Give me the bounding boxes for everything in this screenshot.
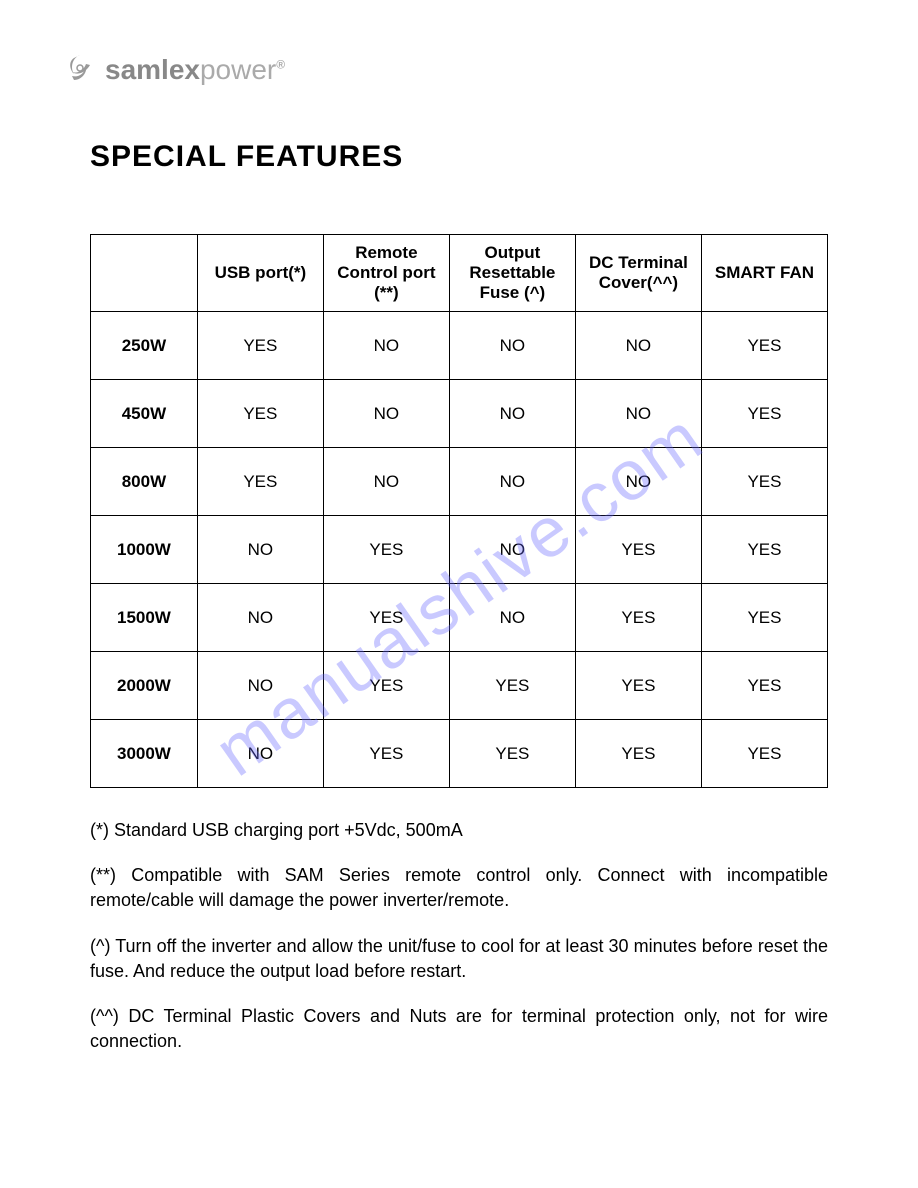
table-header-empty <box>91 235 198 312</box>
table-row-model: 250W <box>91 312 198 380</box>
table-cell: YES <box>323 652 449 720</box>
table-cell: NO <box>197 720 323 788</box>
footnote-usb: (*) Standard USB charging port +5Vdc, 50… <box>90 818 828 843</box>
table-row-model: 450W <box>91 380 198 448</box>
table-cell: NO <box>449 516 575 584</box>
table-cell: NO <box>323 312 449 380</box>
table-cell: YES <box>701 448 827 516</box>
table-cell: YES <box>575 720 701 788</box>
table-cell: NO <box>197 516 323 584</box>
table-cell: NO <box>575 380 701 448</box>
table-row-model: 1500W <box>91 584 198 652</box>
table-cell: YES <box>197 380 323 448</box>
features-table: USB port(*) Remote Control port (**) Out… <box>90 234 828 788</box>
table-row: 3000WNOYESYESYESYES <box>91 720 828 788</box>
table-cell: YES <box>449 720 575 788</box>
table-cell: NO <box>449 448 575 516</box>
table-row: 2000WNOYESYESYESYES <box>91 652 828 720</box>
table-cell: NO <box>197 584 323 652</box>
table-cell: YES <box>323 516 449 584</box>
table-row: 800WYESNONONOYES <box>91 448 828 516</box>
table-cell: YES <box>575 584 701 652</box>
table-cell: YES <box>575 516 701 584</box>
table-cell: NO <box>575 448 701 516</box>
table-row-model: 1000W <box>91 516 198 584</box>
table-row-model: 3000W <box>91 720 198 788</box>
footnotes: (*) Standard USB charging port +5Vdc, 50… <box>90 818 828 1054</box>
table-cell: YES <box>701 516 827 584</box>
table-header-remote: Remote Control port (**) <box>323 235 449 312</box>
table-header-smart-fan: SMART FAN <box>701 235 827 312</box>
table-row: 450WYESNONONOYES <box>91 380 828 448</box>
footnote-dc-cover: (^^) DC Terminal Plastic Covers and Nuts… <box>90 1004 828 1054</box>
table-cell: NO <box>575 312 701 380</box>
table-cell: YES <box>701 652 827 720</box>
table-cell: NO <box>197 652 323 720</box>
table-cell: YES <box>701 720 827 788</box>
table-cell: NO <box>323 380 449 448</box>
features-table-container: USB port(*) Remote Control port (**) Out… <box>90 234 828 788</box>
logo: samlexpower® <box>60 50 858 90</box>
logo-icon <box>60 50 100 90</box>
table-cell: YES <box>197 312 323 380</box>
table-row: 1500WNOYESNOYESYES <box>91 584 828 652</box>
table-header-dc-cover: DC Terminal Cover(^^) <box>575 235 701 312</box>
table-header-row: USB port(*) Remote Control port (**) Out… <box>91 235 828 312</box>
table-cell: YES <box>701 380 827 448</box>
footnote-remote: (**) Compatible with SAM Series remote c… <box>90 863 828 913</box>
table-cell: NO <box>323 448 449 516</box>
table-cell: NO <box>449 380 575 448</box>
table-header-fuse: Output Resettable Fuse (^) <box>449 235 575 312</box>
table-cell: YES <box>575 652 701 720</box>
table-cell: YES <box>701 584 827 652</box>
table-cell: NO <box>449 312 575 380</box>
table-row: 1000WNOYESNOYESYES <box>91 516 828 584</box>
table-cell: YES <box>197 448 323 516</box>
table-row-model: 2000W <box>91 652 198 720</box>
logo-text: samlexpower® <box>105 54 285 86</box>
table-cell: NO <box>449 584 575 652</box>
footnote-fuse: (^) Turn off the inverter and allow the … <box>90 934 828 984</box>
table-row-model: 800W <box>91 448 198 516</box>
table-cell: YES <box>323 584 449 652</box>
table-cell: YES <box>323 720 449 788</box>
table-cell: YES <box>701 312 827 380</box>
table-cell: YES <box>449 652 575 720</box>
table-row: 250WYESNONONOYES <box>91 312 828 380</box>
table-header-usb: USB port(*) <box>197 235 323 312</box>
page-title: SPECIAL FEATURES <box>90 140 858 174</box>
